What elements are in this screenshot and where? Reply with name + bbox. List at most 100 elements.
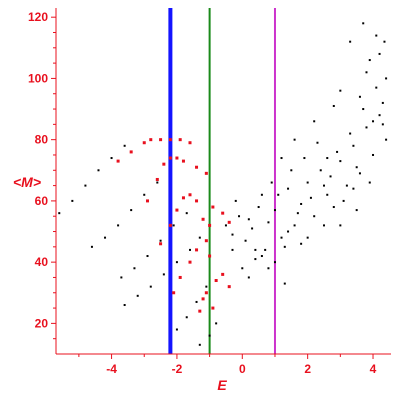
data-point-s1-35 [214, 279, 218, 283]
data-point-s2-17 [306, 181, 309, 184]
data-point-s2-23 [345, 184, 348, 187]
data-point-s2-0 [224, 224, 227, 227]
data-point-s2-46 [381, 123, 384, 126]
data-point-s2-6 [264, 248, 267, 251]
data-point-s0-13 [133, 267, 136, 270]
data-point-s2-44 [368, 181, 371, 184]
data-point-s0-1 [71, 199, 74, 202]
data-point-s2-41 [349, 132, 352, 135]
y-axis-label: <M> [13, 174, 41, 190]
y-tick-label: 60 [35, 194, 49, 208]
data-point-s0-18 [123, 304, 126, 307]
data-point-s2-9 [254, 258, 257, 261]
data-point-s2-12 [273, 209, 276, 212]
data-point-s2-33 [296, 212, 299, 215]
data-point-s0-15 [159, 239, 162, 242]
data-point-s2-52 [247, 276, 250, 279]
data-point-s2-5 [257, 206, 260, 209]
vertical-lines [168, 8, 276, 354]
data-point-s1-4 [159, 138, 163, 142]
data-point-s1-13 [181, 159, 185, 163]
data-point-s0-19 [136, 294, 139, 297]
data-point-s2-22 [339, 160, 342, 163]
data-point-s2-19 [319, 169, 322, 172]
data-point-s1-21 [195, 199, 199, 203]
data-point-s1-37 [227, 285, 231, 289]
data-point-s0-22 [175, 261, 178, 264]
data-point-s2-57 [339, 224, 342, 227]
data-point-s2-24 [352, 144, 355, 147]
data-point-s2-11 [267, 221, 270, 224]
data-point-s0-5 [123, 144, 126, 147]
data-point-s2-68 [313, 120, 316, 123]
data-point-s1-12 [175, 156, 179, 160]
data-point-s1-7 [188, 141, 192, 145]
data-point-s2-50 [241, 267, 244, 270]
data-point-s2-62 [378, 52, 381, 55]
data-point-s0-24 [198, 236, 201, 239]
data-point-s1-22 [201, 217, 205, 221]
data-point-s0-12 [120, 276, 123, 279]
data-point-s0-3 [97, 169, 100, 172]
data-point-s1-10 [162, 162, 166, 166]
data-point-s1-36 [221, 272, 225, 276]
data-point-s0-21 [162, 273, 165, 276]
data-point-s2-21 [332, 206, 335, 209]
x-tick-label: 0 [239, 362, 246, 376]
data-point-s1-31 [221, 211, 225, 215]
data-point-s2-7 [234, 199, 237, 202]
data-point-s0-2 [84, 184, 87, 187]
data-point-s2-27 [372, 153, 375, 156]
data-point-s0-7 [104, 236, 107, 239]
data-point-s2-42 [355, 166, 358, 169]
data-point-s2-76 [300, 242, 303, 245]
y-tick-label: 20 [35, 316, 49, 330]
data-point-s1-0 [116, 159, 120, 163]
data-point-s0-0 [58, 212, 61, 215]
data-point-s2-53 [267, 267, 270, 270]
data-point-s2-55 [306, 236, 309, 239]
data-point-s0-14 [146, 255, 149, 258]
data-point-s2-40 [342, 199, 345, 202]
data-point-s2-63 [362, 22, 365, 25]
data-point-s2-8 [247, 218, 250, 221]
data-point-s1-26 [188, 260, 192, 264]
y-tick-label: 120 [28, 10, 48, 24]
data-point-s0-26 [185, 316, 188, 319]
data-point-s2-78 [283, 282, 286, 285]
data-point-s0-29 [198, 343, 201, 346]
x-axis-label: E [217, 377, 227, 393]
x-tick-label: -2 [172, 362, 183, 376]
data-point-s2-73 [381, 101, 384, 104]
data-point-s2-54 [287, 230, 290, 233]
data-point-s2-70 [339, 89, 342, 92]
y-tick-label: 100 [28, 71, 48, 85]
data-point-s1-6 [178, 138, 182, 142]
data-point-s0-11 [156, 181, 159, 184]
data-point-s2-10 [260, 193, 263, 196]
data-point-s2-72 [372, 120, 375, 123]
data-point-s1-30 [211, 205, 215, 209]
data-point-s2-4 [251, 227, 254, 230]
data-point-s2-32 [290, 169, 293, 172]
data-point-s2-1 [231, 233, 234, 236]
data-point-s2-31 [283, 245, 286, 248]
data-point-s0-4 [110, 157, 113, 160]
data-point-s2-16 [300, 202, 303, 205]
y-tick-label: 40 [35, 255, 49, 269]
y-tick-label: 80 [35, 133, 49, 147]
data-point-s1-24 [172, 291, 176, 295]
data-point-s2-3 [244, 239, 247, 242]
data-point-s1-5 [168, 138, 172, 142]
data-point-s2-59 [365, 71, 368, 74]
data-point-s0-23 [189, 248, 191, 251]
data-point-s2-13 [280, 236, 283, 239]
data-point-s2-51 [231, 248, 234, 251]
data-point-s1-28 [204, 239, 208, 243]
x-tick-label: 2 [304, 362, 311, 376]
data-point-s2-74 [355, 209, 358, 212]
data-point-s2-43 [362, 108, 365, 111]
data-point-s2-64 [349, 40, 352, 43]
data-point-s1-25 [178, 275, 182, 279]
